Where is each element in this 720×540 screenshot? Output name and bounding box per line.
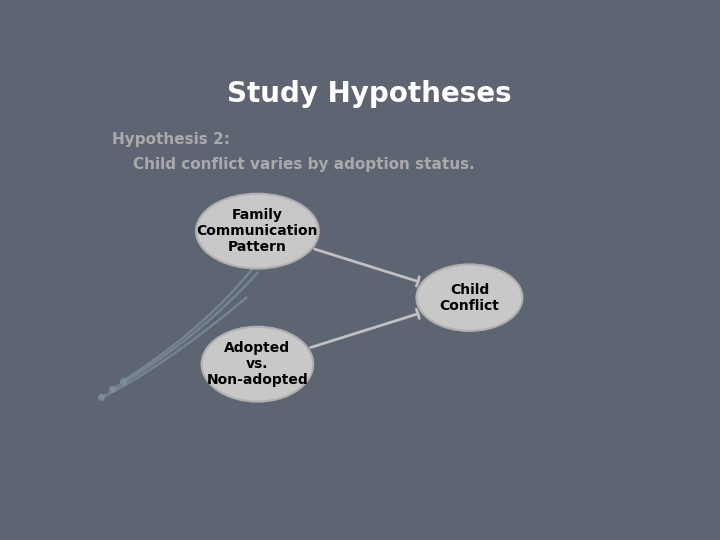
Text: Family
Communication
Pattern: Family Communication Pattern — [197, 208, 318, 254]
Text: Child
Conflict: Child Conflict — [439, 282, 500, 313]
Text: Child conflict varies by adoption status.: Child conflict varies by adoption status… — [112, 157, 475, 172]
Ellipse shape — [196, 194, 319, 268]
Ellipse shape — [202, 327, 313, 402]
Text: Hypothesis 2:: Hypothesis 2: — [112, 132, 230, 147]
Text: Adopted
vs.
Non-adopted: Adopted vs. Non-adopted — [207, 341, 308, 387]
Ellipse shape — [416, 265, 523, 331]
Text: Study Hypotheses: Study Hypotheses — [227, 80, 511, 108]
